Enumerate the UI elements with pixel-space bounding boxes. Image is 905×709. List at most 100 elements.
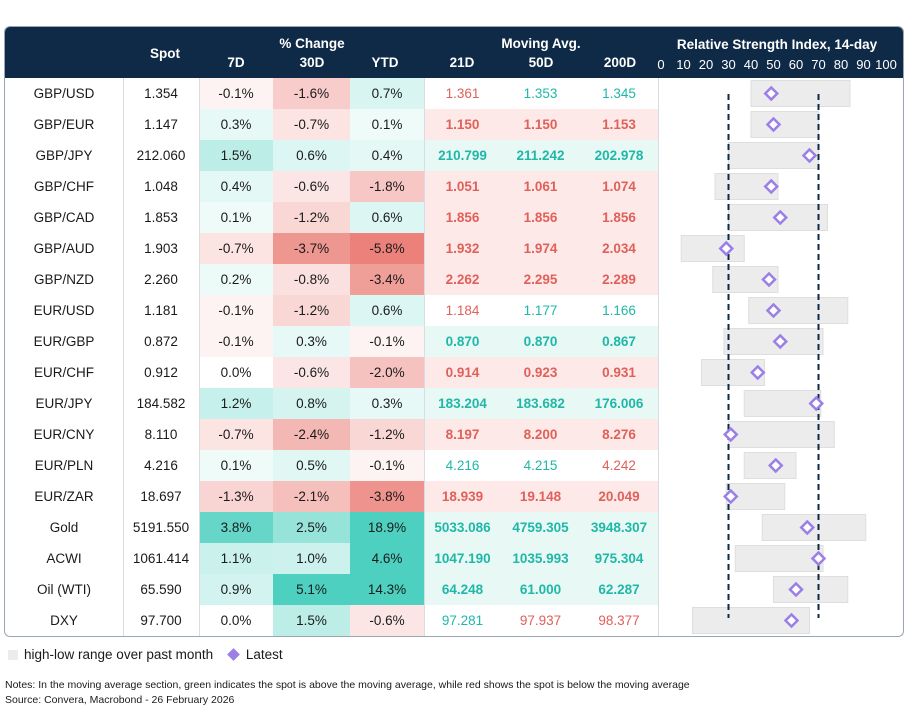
ma21-cell: 18.939 [424, 481, 501, 512]
rsi-tick-label: 60 [788, 57, 804, 72]
row-label: GBP/NZD [33, 272, 94, 287]
row-label: Gold [49, 520, 79, 535]
change-7d-cell: 3.8% [199, 512, 273, 543]
change-7d-cell: -1.3% [199, 481, 273, 512]
ma21-cell: 183.204 [424, 388, 501, 419]
row-label: EUR/CNY [33, 427, 95, 442]
change-30d-cell: -0.8% [273, 264, 350, 295]
ma200-cell: 176.006 [580, 388, 658, 419]
change-7d-cell: 0.9% [199, 574, 273, 605]
ma21-cell: 8.197 [424, 419, 501, 450]
ma200-cell: 20.049 [580, 481, 658, 512]
column-divider [424, 78, 425, 636]
table-row: GBP/EUR 1.147 0.3% -0.7% 0.1% 1.150 1.150 1.153 [5, 109, 903, 140]
rsi-range-bar [680, 235, 745, 262]
change-ytd-cell: -1.2% [350, 419, 424, 450]
change-ytd-cell: -5.8% [350, 233, 424, 264]
ma50-cell: 1.974 [501, 233, 580, 264]
change-7d-cell: -0.1% [199, 295, 273, 326]
change-7d-cell: -0.1% [199, 326, 273, 357]
ma50-cell: 97.937 [519, 613, 562, 628]
spot-cell: 65.590 [140, 582, 182, 597]
rsi-latest-marker [763, 85, 780, 102]
ma200-cell: 4.242 [602, 458, 636, 473]
row-label: EUR/USD [33, 303, 95, 318]
spot-cell: 8.110 [144, 427, 178, 442]
rsi-latest-marker [749, 364, 766, 381]
row-label: EUR/JPY [35, 396, 93, 411]
ma50-cell: 0.870 [501, 326, 580, 357]
rsi-latest-marker [761, 271, 777, 288]
table-row: GBP/CAD 1.853 0.1% -1.2% 0.6% 1.856 1.856 1.856 [5, 202, 903, 233]
row-label: EUR/CHF [34, 365, 94, 380]
rsi-tick-label: 50 [766, 57, 781, 72]
ma21-cell: 2.262 [424, 264, 501, 295]
rsi-latest-marker [783, 612, 800, 629]
header-ytd: YTD [371, 55, 399, 70]
row-label: DXY [50, 613, 78, 628]
rsi-latest-marker [801, 147, 818, 164]
ma50-cell: 1035.993 [501, 543, 580, 574]
change-ytd-cell: -1.8% [350, 171, 424, 202]
change-7d-cell: 1.1% [199, 543, 273, 574]
ma21-cell: 1047.190 [424, 543, 501, 574]
change-7d-cell: 1.5% [199, 140, 273, 171]
rsi-tick-label: 80 [833, 57, 849, 72]
source-text: Source: Convera, Macrobond - 26 February… [5, 694, 235, 706]
rsi-tick-label: 0 [657, 57, 665, 72]
rsi-latest-marker [765, 302, 782, 319]
rsi-latest-marker [772, 333, 789, 350]
change-ytd-cell: 14.3% [350, 574, 424, 605]
change-30d-cell: -1.2% [273, 295, 350, 326]
ma21-cell: 1.184 [445, 303, 480, 318]
change-7d-cell: -0.1% [199, 78, 273, 109]
change-30d-cell: -1.2% [273, 202, 350, 233]
spot-cell: 184.582 [136, 396, 186, 411]
rsi-range-bar [773, 576, 849, 603]
spot-cell: 2.260 [144, 272, 178, 287]
rsi-latest-marker [763, 178, 780, 195]
row-label: EUR/GBP [33, 334, 95, 349]
ma21-cell: 1.051 [424, 171, 501, 202]
rsi-latest-marker [722, 426, 739, 443]
header-moving-avg: Moving Avg. [501, 36, 581, 51]
legend-latest-label: Latest [245, 647, 283, 662]
change-ytd-cell: 0.3% [350, 388, 424, 419]
ma200-cell: 975.304 [580, 543, 658, 574]
table-header: Spot % Change 7D 30D YTD Moving Avg. 21D… [5, 27, 903, 78]
ma50-cell: 1.150 [501, 109, 580, 140]
rsi-tick-label: 20 [698, 57, 714, 72]
change-ytd-cell: 0.6% [350, 295, 424, 326]
notes-text: Notes: In the moving average section, gr… [5, 679, 690, 691]
table-row: EUR/PLN 4.216 0.1% 0.5% -0.1% 4.216 4.215 4.242 [5, 450, 903, 481]
change-30d-cell: -2.4% [273, 419, 350, 450]
row-label: GBP/CAD [33, 210, 95, 225]
ma50-cell: 61.000 [501, 574, 580, 605]
table-row: EUR/USD 1.181 -0.1% -1.2% 0.6% 1.184 1.177 1.16… [5, 295, 903, 326]
ma21-cell: 1.150 [424, 109, 501, 140]
change-30d-cell: -1.6% [273, 78, 350, 109]
column-divider [658, 78, 659, 636]
rsi-latest-marker [808, 395, 825, 412]
change-7d-cell: -0.7% [199, 233, 273, 264]
ma50-cell: 2.295 [501, 264, 580, 295]
table-row: GBP/USD 1.354 -0.1% -1.6% 0.7% 1.361 1.353 1.34… [5, 78, 903, 109]
legend: high-low range over past month Latest [8, 647, 283, 667]
change-30d-cell: -0.6% [273, 171, 350, 202]
spot-cell: 97.700 [140, 613, 182, 628]
table-row: EUR/GBP 0.872 -0.1% 0.3% -0.1% 0.870 0.870 0.86… [5, 326, 903, 357]
spot-cell: 1.048 [144, 179, 178, 194]
ma200-cell: 98.377 [598, 613, 640, 628]
rsi-range-bar [750, 111, 819, 138]
rsi-latest-marker [767, 457, 784, 474]
rsi-tick-label: 90 [856, 57, 871, 72]
ma200-cell: 1.345 [602, 86, 636, 101]
ma200-cell: 0.931 [580, 357, 658, 388]
table-row: Oil (WTI) 65.590 0.9% 5.1% 14.3% 64.248 61.000… [5, 574, 903, 605]
rsi-chart [680, 80, 867, 634]
ma200-cell: 1.074 [580, 171, 658, 202]
header-ma50: 50D [528, 55, 554, 70]
change-30d-cell: -2.1% [273, 481, 350, 512]
ma50-cell: 8.200 [501, 419, 580, 450]
change-7d-cell: 0.4% [199, 171, 273, 202]
